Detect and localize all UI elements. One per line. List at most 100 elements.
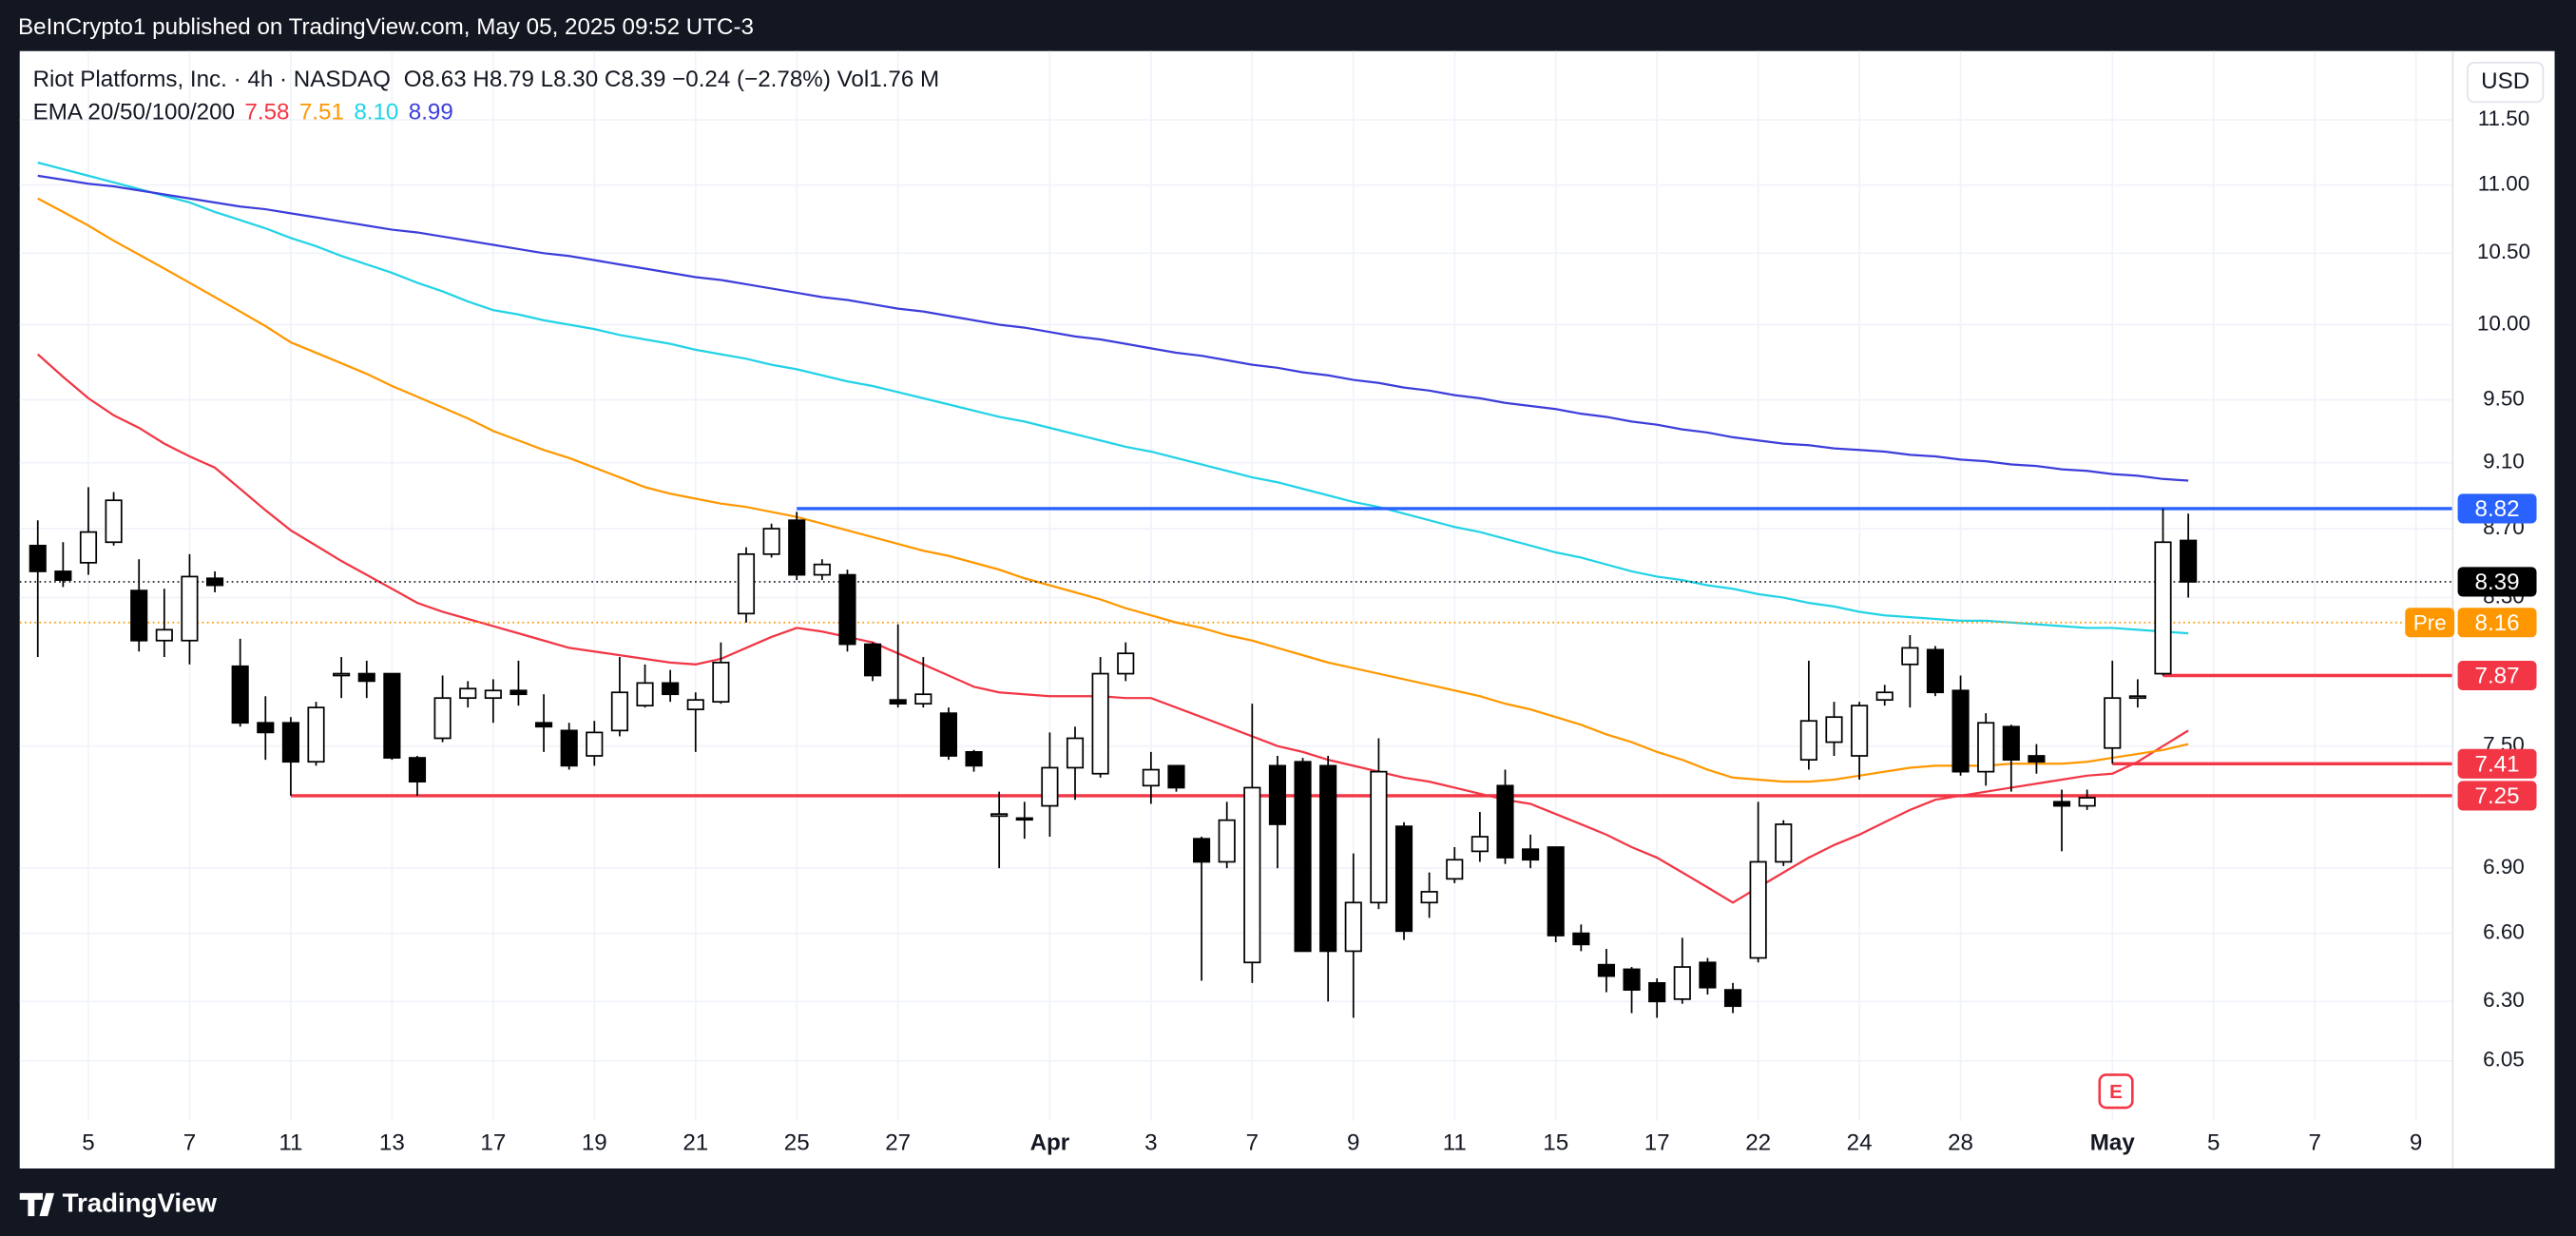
y-tick-label: 9.10 — [2483, 450, 2525, 473]
ema-value: 7.51 — [299, 100, 344, 126]
x-tick-label: 21 — [682, 1130, 708, 1155]
price-tag-label: 7.25 — [2475, 783, 2520, 809]
candle-body — [357, 672, 375, 683]
currency: USD — [2481, 68, 2529, 94]
candle-body — [1547, 846, 1565, 937]
y-tick-label: 6.90 — [2483, 855, 2525, 879]
price-tag-label: 8.82 — [2475, 496, 2520, 522]
ema-value: 7.58 — [244, 100, 289, 126]
candle-body — [1901, 647, 1919, 666]
candle-body — [1319, 764, 1337, 953]
y-tick-label: 11.00 — [2478, 172, 2530, 196]
candle-body — [408, 757, 427, 782]
candle-body — [737, 552, 756, 615]
price-tag-label: 8.39 — [2475, 570, 2520, 595]
published-note: BeInCrypto1 published on TradingView.com… — [18, 14, 754, 40]
x-tick-label: May — [2090, 1130, 2136, 1155]
y-tick-label: 6.05 — [2483, 1048, 2525, 1072]
candle-body — [1471, 836, 1489, 853]
candle-body — [1066, 737, 1085, 769]
candle-body — [762, 528, 780, 555]
x-tick-label: 11 — [279, 1130, 302, 1155]
candle-body — [130, 589, 148, 642]
quote: O8.63 H8.79 L8.30 C8.39 −0.24 (−2.78%) V… — [404, 67, 939, 92]
candle-body — [712, 661, 730, 704]
x-tick-label: Apr — [1030, 1130, 1070, 1155]
y-tick-label: 10.00 — [2477, 311, 2530, 335]
price-tag — [2457, 567, 2537, 597]
x-tick-label: 28 — [1948, 1130, 1973, 1155]
x-tick-label: 27 — [885, 1130, 911, 1155]
candle-body — [1446, 859, 1464, 880]
candle-body — [1091, 672, 1109, 775]
candle-body — [383, 672, 401, 759]
x-tick-label: 24 — [1847, 1130, 1873, 1155]
candle-body — [1951, 689, 1970, 773]
candle-body — [205, 577, 224, 587]
candle-body — [1648, 982, 1666, 1003]
candle-body — [257, 722, 275, 734]
candle-body — [838, 573, 856, 646]
candle-body — [1394, 825, 1413, 933]
candle-body — [2104, 697, 2122, 749]
ema-line — [37, 197, 2189, 783]
x-tick-label: 5 — [82, 1130, 94, 1155]
candle-body — [2078, 797, 2096, 807]
price-tag-label: 8.16 — [2475, 610, 2520, 636]
candle-body — [307, 706, 325, 763]
x-tick-label: 9 — [2410, 1130, 2422, 1155]
candle-body — [1344, 901, 1362, 953]
candle-body — [281, 722, 299, 763]
legend-symbol-line: Riot Platforms, Inc. · 4h · NASDAQ O8.63 … — [33, 67, 940, 92]
candle-body — [155, 628, 173, 642]
candle-body — [1673, 966, 1691, 1000]
candle-body — [1117, 652, 1135, 675]
candle-body — [1015, 817, 1033, 821]
candle-body — [433, 697, 452, 740]
indicator-name: EMA 20/50/100/200 — [33, 100, 235, 126]
plot — [19, 161, 2453, 1018]
earnings-badge[interactable] — [2098, 1073, 2134, 1110]
earnings-marker: E — [2109, 1081, 2123, 1103]
candle-body — [1597, 963, 1616, 977]
x-tick-label: 19 — [582, 1130, 607, 1155]
candle-body — [1699, 961, 1717, 989]
y-tick-label: 10.50 — [2477, 240, 2530, 263]
candle-body — [2180, 539, 2198, 583]
candle-body — [1041, 766, 1059, 807]
candle-body — [1142, 768, 1160, 787]
candle-body — [231, 665, 249, 724]
candle-body — [1851, 705, 1869, 757]
candle-body — [1496, 784, 1514, 859]
candle-body — [889, 699, 907, 705]
ema-line — [37, 353, 2189, 904]
candle-body — [1572, 932, 1590, 946]
candle-body — [686, 699, 704, 711]
candle-body — [1926, 648, 1945, 694]
candle-body — [914, 693, 932, 705]
price-tag — [2457, 781, 2537, 811]
candle-body — [1623, 968, 1641, 991]
symbol: Riot Platforms, Inc. · 4h · NASDAQ — [33, 67, 391, 92]
x-tick-label: 7 — [1246, 1130, 1259, 1155]
candle-body — [29, 544, 47, 572]
x-tick-label: 5 — [2207, 1130, 2220, 1155]
candle-body — [1749, 860, 1767, 959]
currency-box[interactable] — [2467, 61, 2545, 104]
candle-body — [1799, 720, 1817, 762]
ema-line — [37, 161, 2189, 635]
candle-body — [2052, 801, 2071, 807]
candle-body — [534, 722, 553, 728]
y-tick-label: 9.50 — [2483, 386, 2525, 410]
x-tick-label: 13 — [379, 1130, 405, 1155]
y-tick-label: 11.50 — [2478, 106, 2530, 130]
x-tick-label: 15 — [1543, 1130, 1568, 1155]
candle-body — [459, 687, 477, 700]
candle-body — [509, 689, 528, 696]
candle-body — [1268, 764, 1287, 825]
candle-body — [2002, 725, 2020, 762]
price-tag — [2457, 748, 2537, 779]
x-tick-label: 11 — [1443, 1130, 1467, 1155]
candle-body — [1218, 819, 1236, 863]
